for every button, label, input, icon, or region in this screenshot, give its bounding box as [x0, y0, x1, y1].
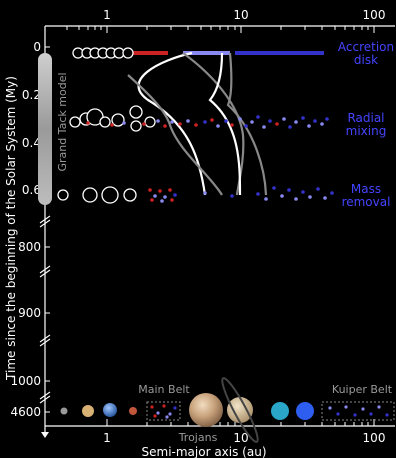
- y-tick-0-4: 0.4: [22, 136, 41, 150]
- planetesimals-removal: [148, 186, 334, 203]
- extra-path: [127, 74, 223, 196]
- x-axis-label: Semi-major axis (au): [142, 445, 267, 458]
- uranus-icon: [271, 402, 289, 420]
- main-belt-box: [146, 401, 181, 421]
- kuiper-belt-label: Kuiper Belt: [332, 383, 393, 396]
- mars-icon: [129, 407, 137, 415]
- stage-removal-line1: Mass: [351, 182, 381, 196]
- y-tick-800: 800: [18, 240, 41, 254]
- saturn-icon: [221, 377, 259, 443]
- mercury-icon: [60, 407, 68, 415]
- x-tick-top-10: 10: [233, 8, 248, 22]
- neptune-icon: [296, 402, 314, 420]
- kuiper-belt-dots: [328, 405, 389, 417]
- stage-radial-line2: mixing: [346, 124, 387, 138]
- x-tick-marks: [66, 26, 375, 426]
- uranus-path: [208, 52, 242, 196]
- stage-accretion-line1: Accretion: [338, 40, 394, 54]
- stage-radial-line1: Radial: [347, 111, 384, 125]
- y-tick-0: 0: [33, 40, 41, 54]
- main-belt-label: Main Belt: [138, 383, 190, 396]
- embryos-row-0: [72, 47, 134, 59]
- main-belt-dots: [150, 404, 177, 419]
- x-tick-bottom-100: 100: [363, 431, 386, 445]
- migration-paths: [127, 51, 268, 196]
- grand-tack-bar: [38, 53, 52, 205]
- trojans-label: Trojans: [178, 431, 218, 444]
- stage-removal-line2: removal: [342, 195, 391, 209]
- earth-icon: [103, 403, 117, 417]
- x-tick-bottom-1: 1: [103, 431, 111, 445]
- x-tick-top-100: 100: [363, 8, 386, 22]
- jupiter-path: [137, 51, 207, 196]
- axis-breaks: [39, 215, 51, 404]
- y-tick-900: 900: [18, 306, 41, 320]
- jupiter-icon: [189, 393, 223, 427]
- planetesimals-radial: [86, 115, 329, 129]
- y-tick-4600: 4600: [10, 405, 41, 419]
- axis-arrow-icon: [41, 432, 49, 438]
- saturn-path: [182, 52, 245, 196]
- neptune-path: [226, 52, 268, 196]
- embryos-row-removal: [57, 186, 137, 204]
- embryos-row-radial: [69, 105, 156, 132]
- stage-accretion-line2: disk: [354, 53, 378, 67]
- x-tick-top-1: 1: [103, 8, 111, 22]
- y-tick-0-6: 0.6: [22, 183, 41, 197]
- venus-icon: [82, 405, 94, 417]
- kuiper-belt-box: [321, 401, 395, 421]
- y-tick-1000: 1000: [10, 374, 41, 388]
- x-tick-bottom-10: 10: [233, 431, 248, 445]
- y-axis-label: Time since the beginning of the Solar Sy…: [4, 76, 18, 381]
- grand-tack-label: Grand Tack model: [56, 72, 69, 171]
- y-tick-0-2: 0.2: [22, 88, 41, 102]
